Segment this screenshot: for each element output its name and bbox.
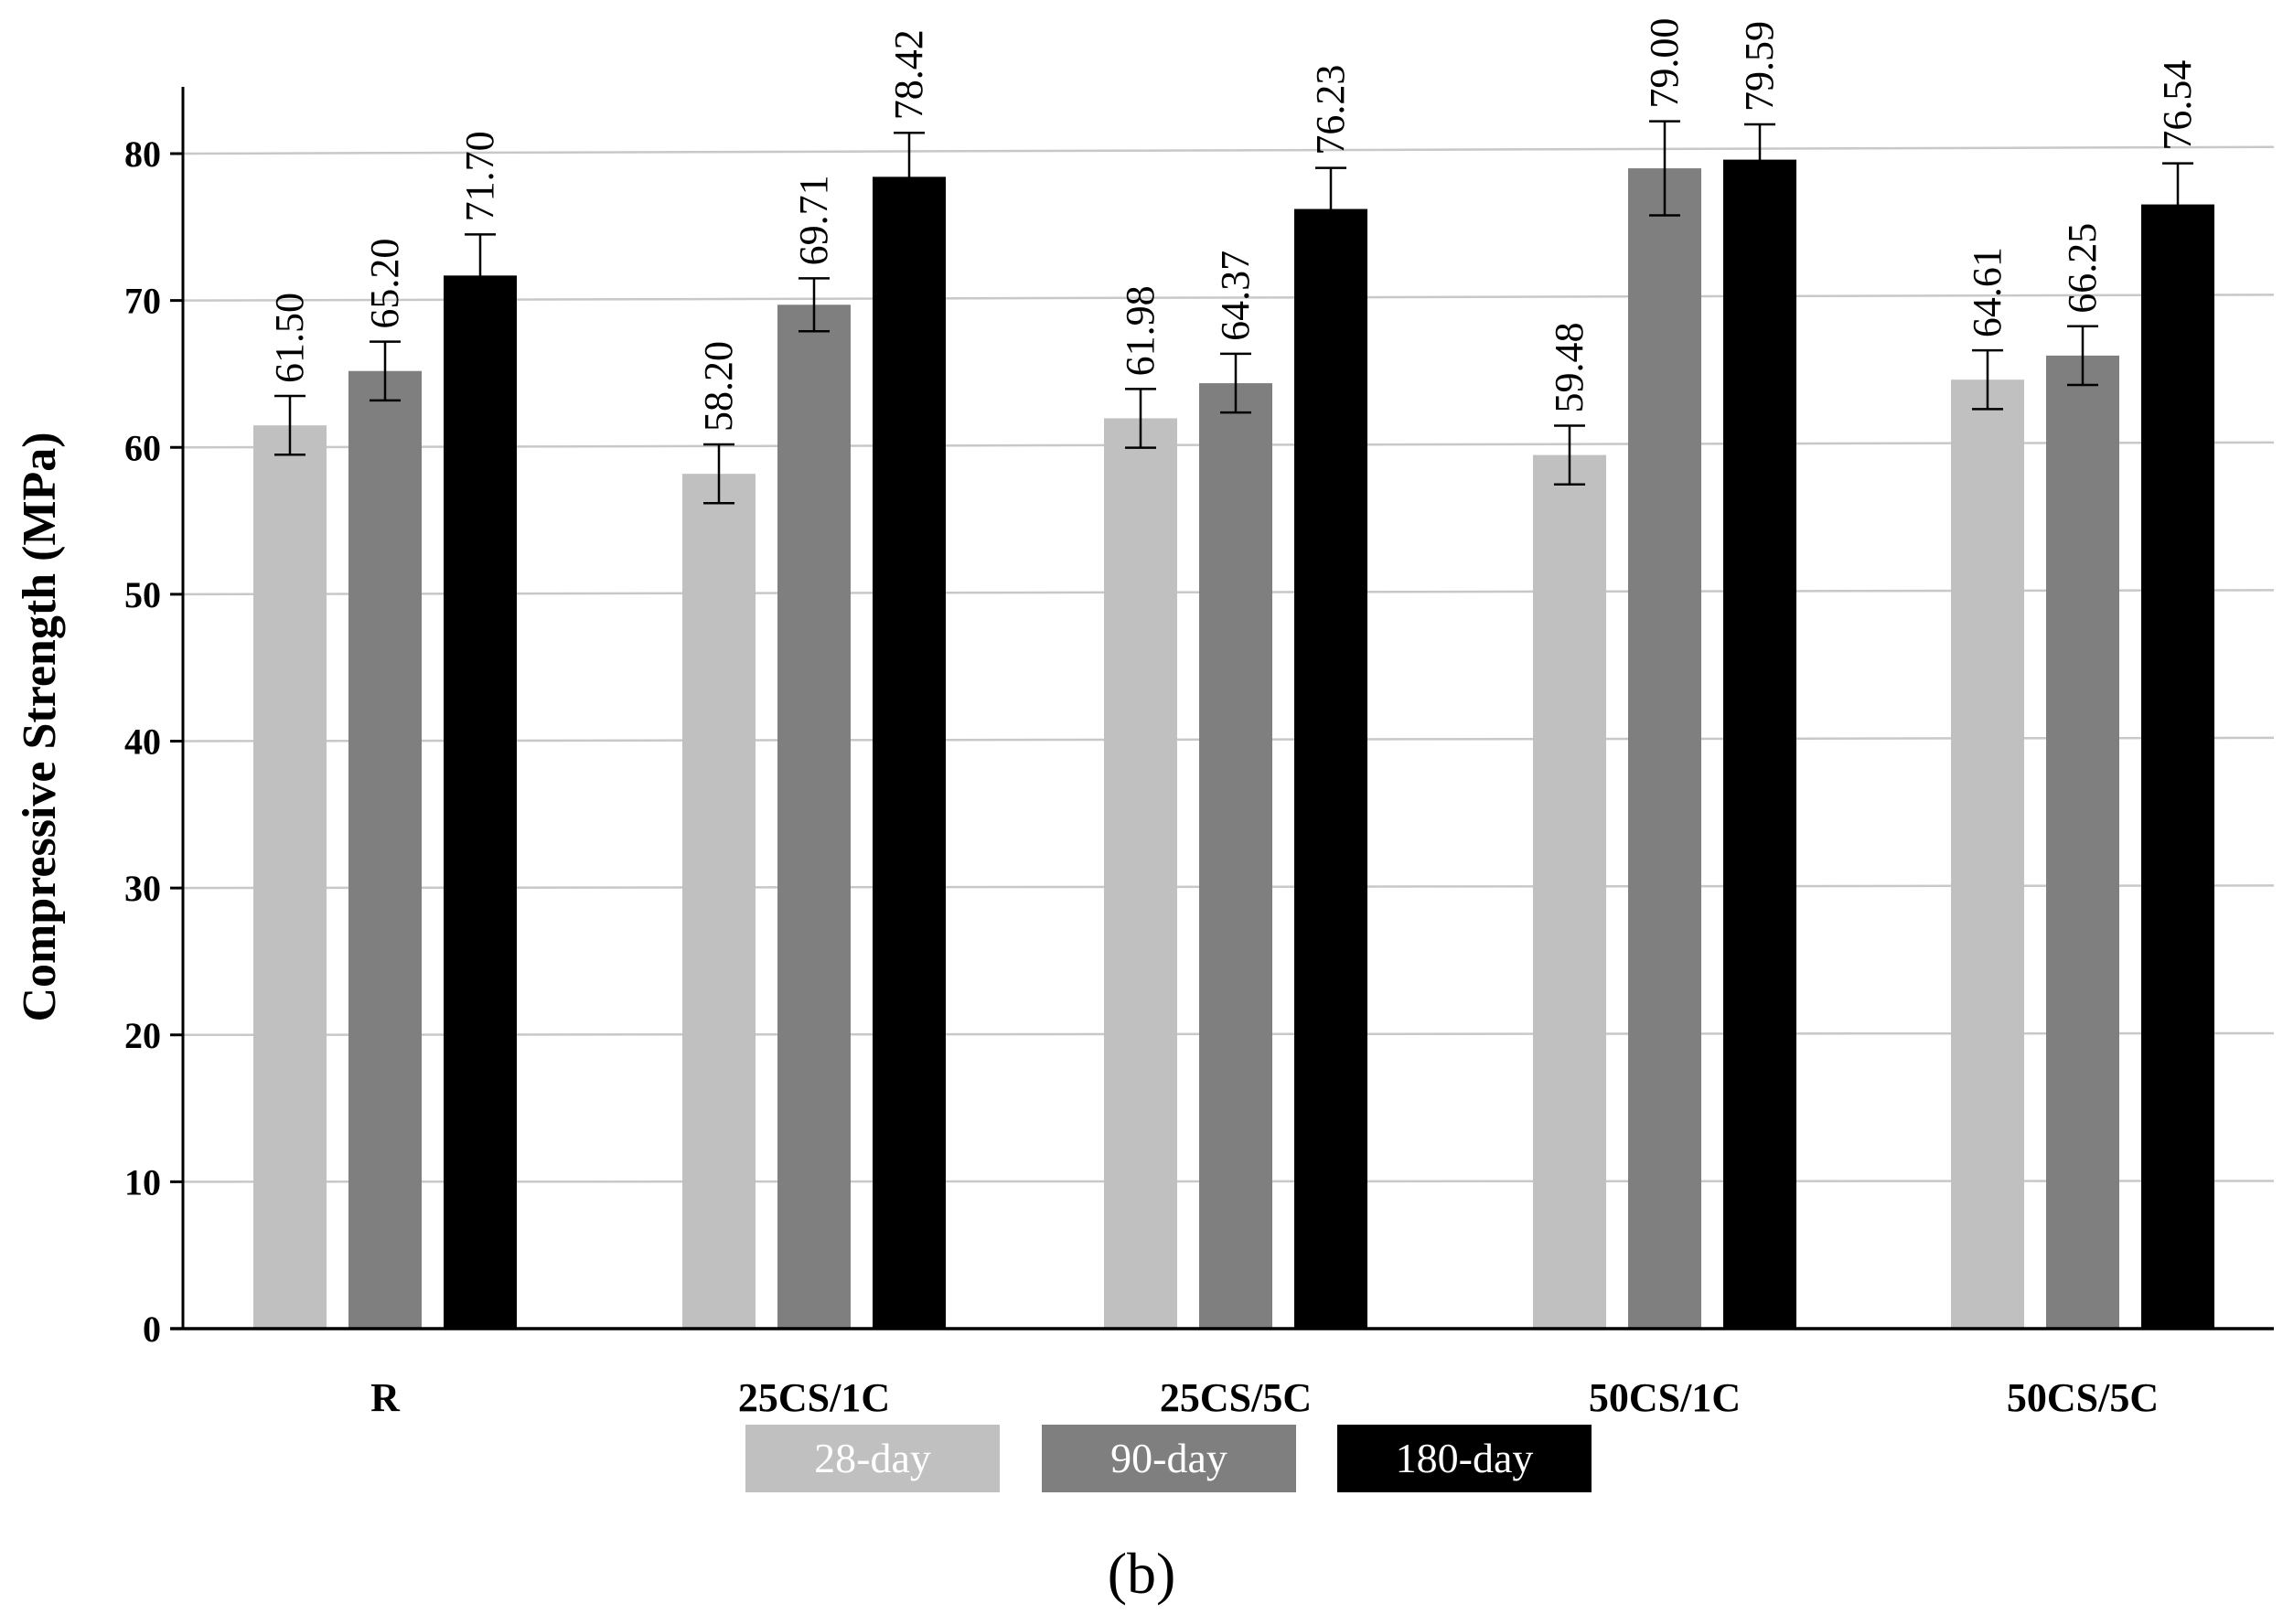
bar-28-day-50cs-5c xyxy=(1951,379,2024,1329)
bar-180-day-25cs-1c xyxy=(873,176,946,1329)
bar-180-day-50cs-5c xyxy=(2141,204,2214,1329)
bar-28-day-25cs-5c xyxy=(1104,418,1177,1329)
legend-item-90-day: 90-day xyxy=(1042,1425,1296,1492)
data-labels: 61.50 58.20 61.98 59.48 64.61 65.20 69.71 64.37… xyxy=(267,18,2200,432)
figure-caption: (b) xyxy=(1108,1541,1176,1606)
y-tick-labels: 0 10 20 30 40 50 60 70 80 xyxy=(124,134,161,1350)
data-label-180-day-25cs-5c: 76.23 xyxy=(1308,65,1353,155)
error-bar-90-day-50cs-5c xyxy=(2067,325,2098,387)
y-tick-label-40: 40 xyxy=(124,721,161,763)
y-tick-label-80: 80 xyxy=(124,134,161,175)
data-label-180-day-25cs-1c: 78.42 xyxy=(886,29,931,120)
data-label-90-day-r: 65.20 xyxy=(362,239,407,329)
legend-item-180-day: 180-day xyxy=(1337,1425,1592,1492)
bars xyxy=(253,159,2214,1330)
data-label-90-day-50cs-5c: 66.25 xyxy=(2060,223,2105,314)
data-label-28-day-r: 61.50 xyxy=(267,293,312,383)
data-label-180-day-50cs-5c: 76.54 xyxy=(2155,60,2200,151)
x-tick-label-25cs-5c: 25CS/5C xyxy=(1160,1375,1312,1420)
legend-swatch-90-day xyxy=(1042,1425,1296,1492)
bar-28-day-r xyxy=(253,425,327,1329)
bar-180-day-50cs-1c xyxy=(1723,159,1796,1329)
data-label-90-day-50cs-1c: 79.00 xyxy=(1642,18,1687,109)
legend-label-90-day: 90-day xyxy=(1110,1435,1227,1481)
axes xyxy=(170,87,2274,1330)
y-tick-label-70: 70 xyxy=(124,281,161,322)
bar-180-day-r xyxy=(444,275,517,1330)
legend: 28-day 90-day 180-day xyxy=(745,1425,1592,1492)
data-label-90-day-25cs-5c: 64.37 xyxy=(1213,251,1258,341)
bar-90-day-r xyxy=(348,370,422,1330)
x-tick-label-50cs-1c: 50CS/1C xyxy=(1589,1375,1741,1420)
x-tick-label-r: R xyxy=(370,1375,401,1420)
legend-swatch-180-day xyxy=(1337,1425,1592,1492)
data-label-180-day-50cs-1c: 79.59 xyxy=(1737,21,1782,112)
legend-label-180-day: 180-day xyxy=(1396,1435,1534,1481)
y-tick-label-0: 0 xyxy=(143,1309,161,1350)
legend-swatch-28-day xyxy=(745,1425,1000,1492)
error-bar-180-day-25cs-5c xyxy=(1315,166,1346,251)
x-tick-label-25cs-1c: 25CS/1C xyxy=(738,1375,890,1420)
y-tick-label-30: 30 xyxy=(124,868,161,909)
error-bar-180-day-50cs-1c xyxy=(1744,123,1775,197)
y-tick-label-20: 20 xyxy=(124,1015,161,1056)
error-bar-28-day-50cs-1c xyxy=(1554,424,1585,486)
error-bar-90-day-r xyxy=(370,340,401,402)
legend-item-28-day: 28-day xyxy=(745,1425,1000,1492)
y-tick-label-50: 50 xyxy=(124,574,161,615)
error-bar-90-day-50cs-1c xyxy=(1649,120,1680,217)
y-tick-label-60: 60 xyxy=(124,427,161,468)
error-bar-28-day-25cs-1c xyxy=(703,443,734,505)
bar-28-day-50cs-1c xyxy=(1533,454,1606,1329)
data-label-180-day-r: 71.70 xyxy=(457,131,502,221)
x-tick-label-50cs-5c: 50CS/5C xyxy=(2007,1375,2159,1420)
x-tick-labels: R 25CS/1C 25CS/5C 50CS/1C 50CS/5C xyxy=(370,1375,2159,1420)
legend-label-28-day: 28-day xyxy=(814,1435,931,1481)
error-bar-90-day-25cs-5c xyxy=(1220,352,1251,414)
bar-90-day-25cs-5c xyxy=(1199,383,1272,1329)
data-label-28-day-50cs-5c: 64.61 xyxy=(1965,247,2010,337)
error-bars xyxy=(274,120,2193,505)
gridline-70 xyxy=(182,294,2275,302)
y-tick-label-10: 10 xyxy=(124,1161,161,1202)
error-bar-28-day-50cs-5c xyxy=(1972,348,2003,411)
error-bar-180-day-50cs-5c xyxy=(2162,162,2193,247)
bar-90-day-25cs-1c xyxy=(777,304,851,1330)
error-bar-90-day-25cs-1c xyxy=(799,277,830,333)
bar-90-day-50cs-1c xyxy=(1628,168,1701,1329)
error-bar-180-day-25cs-1c xyxy=(894,131,925,222)
data-label-28-day-25cs-5c: 61.98 xyxy=(1118,285,1163,376)
error-bar-180-day-r xyxy=(465,233,496,318)
bar-180-day-25cs-5c xyxy=(1294,208,1367,1329)
bar-90-day-50cs-5c xyxy=(2046,355,2119,1329)
y-axis-label: Compressive Strength (MPa) xyxy=(14,432,66,1021)
data-label-90-day-25cs-1c: 69.71 xyxy=(791,175,836,265)
error-bar-28-day-r xyxy=(274,394,305,456)
data-label-28-day-25cs-1c: 58.20 xyxy=(696,341,741,432)
data-label-28-day-50cs-1c: 59.48 xyxy=(1547,322,1592,412)
error-bar-28-day-25cs-5c xyxy=(1125,388,1156,449)
bar-28-day-25cs-1c xyxy=(682,474,756,1329)
gridline-80 xyxy=(182,145,2275,155)
